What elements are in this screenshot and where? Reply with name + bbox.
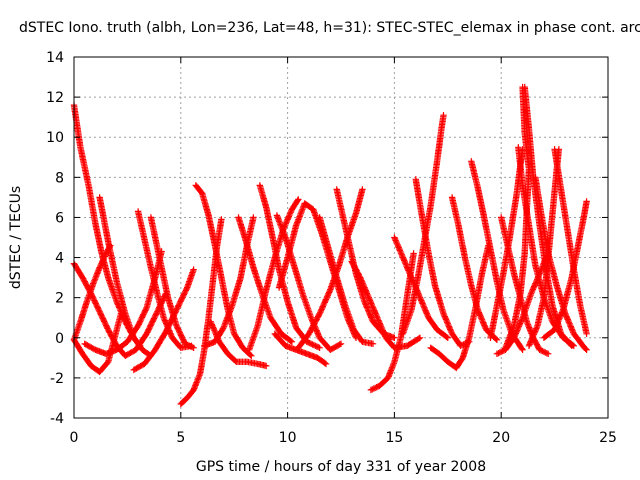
series-35 bbox=[532, 174, 590, 353]
series-layer bbox=[70, 83, 590, 408]
series-22 bbox=[333, 186, 398, 341]
x-tick-label: 10 bbox=[279, 430, 297, 446]
series-21-markers bbox=[295, 186, 366, 351]
plot-frame bbox=[73, 56, 609, 419]
series-11-markers bbox=[192, 182, 255, 359]
x-axis-label: GPS time / hours of day 331 of year 2008 bbox=[196, 459, 486, 475]
x-tick-label: 20 bbox=[492, 430, 510, 446]
y-tick-label: -2 bbox=[50, 371, 64, 387]
series-14-markers bbox=[235, 214, 296, 345]
y-tick-label: 2 bbox=[55, 291, 64, 307]
series-5-markers bbox=[96, 194, 155, 359]
series-18-markers bbox=[271, 330, 330, 368]
series-28-markers bbox=[427, 242, 492, 372]
series-29 bbox=[448, 194, 501, 343]
series-23-markers bbox=[367, 250, 417, 394]
series-40-markers bbox=[515, 144, 577, 349]
chart-title: dSTEC Iono. truth (albh, Lon=236, Lat=48… bbox=[19, 20, 640, 36]
series-24-markers bbox=[348, 258, 424, 351]
series-37 bbox=[551, 146, 590, 337]
series-24 bbox=[348, 258, 424, 351]
ticks: 0 5 10 15 20 25 -4 -2 0 2 4 6 8 10 12 14 bbox=[46, 50, 617, 446]
y-tick-label: 12 bbox=[46, 90, 64, 106]
series-5 bbox=[96, 194, 155, 359]
series-27 bbox=[412, 176, 473, 349]
series-23 bbox=[367, 250, 417, 394]
series-14 bbox=[235, 214, 296, 345]
y-tick-label: 8 bbox=[55, 170, 64, 186]
series-28 bbox=[427, 242, 492, 372]
series-29-markers bbox=[448, 194, 501, 343]
x-tick-label: 5 bbox=[176, 430, 185, 446]
series-35-markers bbox=[532, 174, 590, 353]
series-27-markers bbox=[412, 176, 473, 349]
series-9-markers bbox=[147, 214, 197, 351]
y-tick-label: 0 bbox=[55, 331, 64, 347]
series-9 bbox=[147, 214, 197, 351]
series-22-markers bbox=[333, 186, 398, 341]
y-tick-label: 10 bbox=[46, 130, 64, 146]
x-tick-label: 25 bbox=[599, 430, 617, 446]
y-tick-label: 6 bbox=[55, 210, 64, 226]
series-21 bbox=[295, 186, 366, 351]
series-40 bbox=[515, 144, 577, 349]
y-tick-label: -4 bbox=[50, 411, 64, 427]
series-11 bbox=[192, 182, 255, 359]
series-37-markers bbox=[551, 146, 590, 337]
y-tick-label: 14 bbox=[46, 50, 64, 66]
series-6 bbox=[81, 248, 165, 357]
series-18 bbox=[271, 330, 330, 368]
x-tick-label: 15 bbox=[385, 430, 403, 446]
series-6-markers bbox=[81, 248, 165, 357]
y-axis-label: dSTEC / TECUs bbox=[8, 186, 24, 289]
x-tick-label: 0 bbox=[70, 430, 79, 446]
y-tick-label: 4 bbox=[55, 251, 64, 267]
